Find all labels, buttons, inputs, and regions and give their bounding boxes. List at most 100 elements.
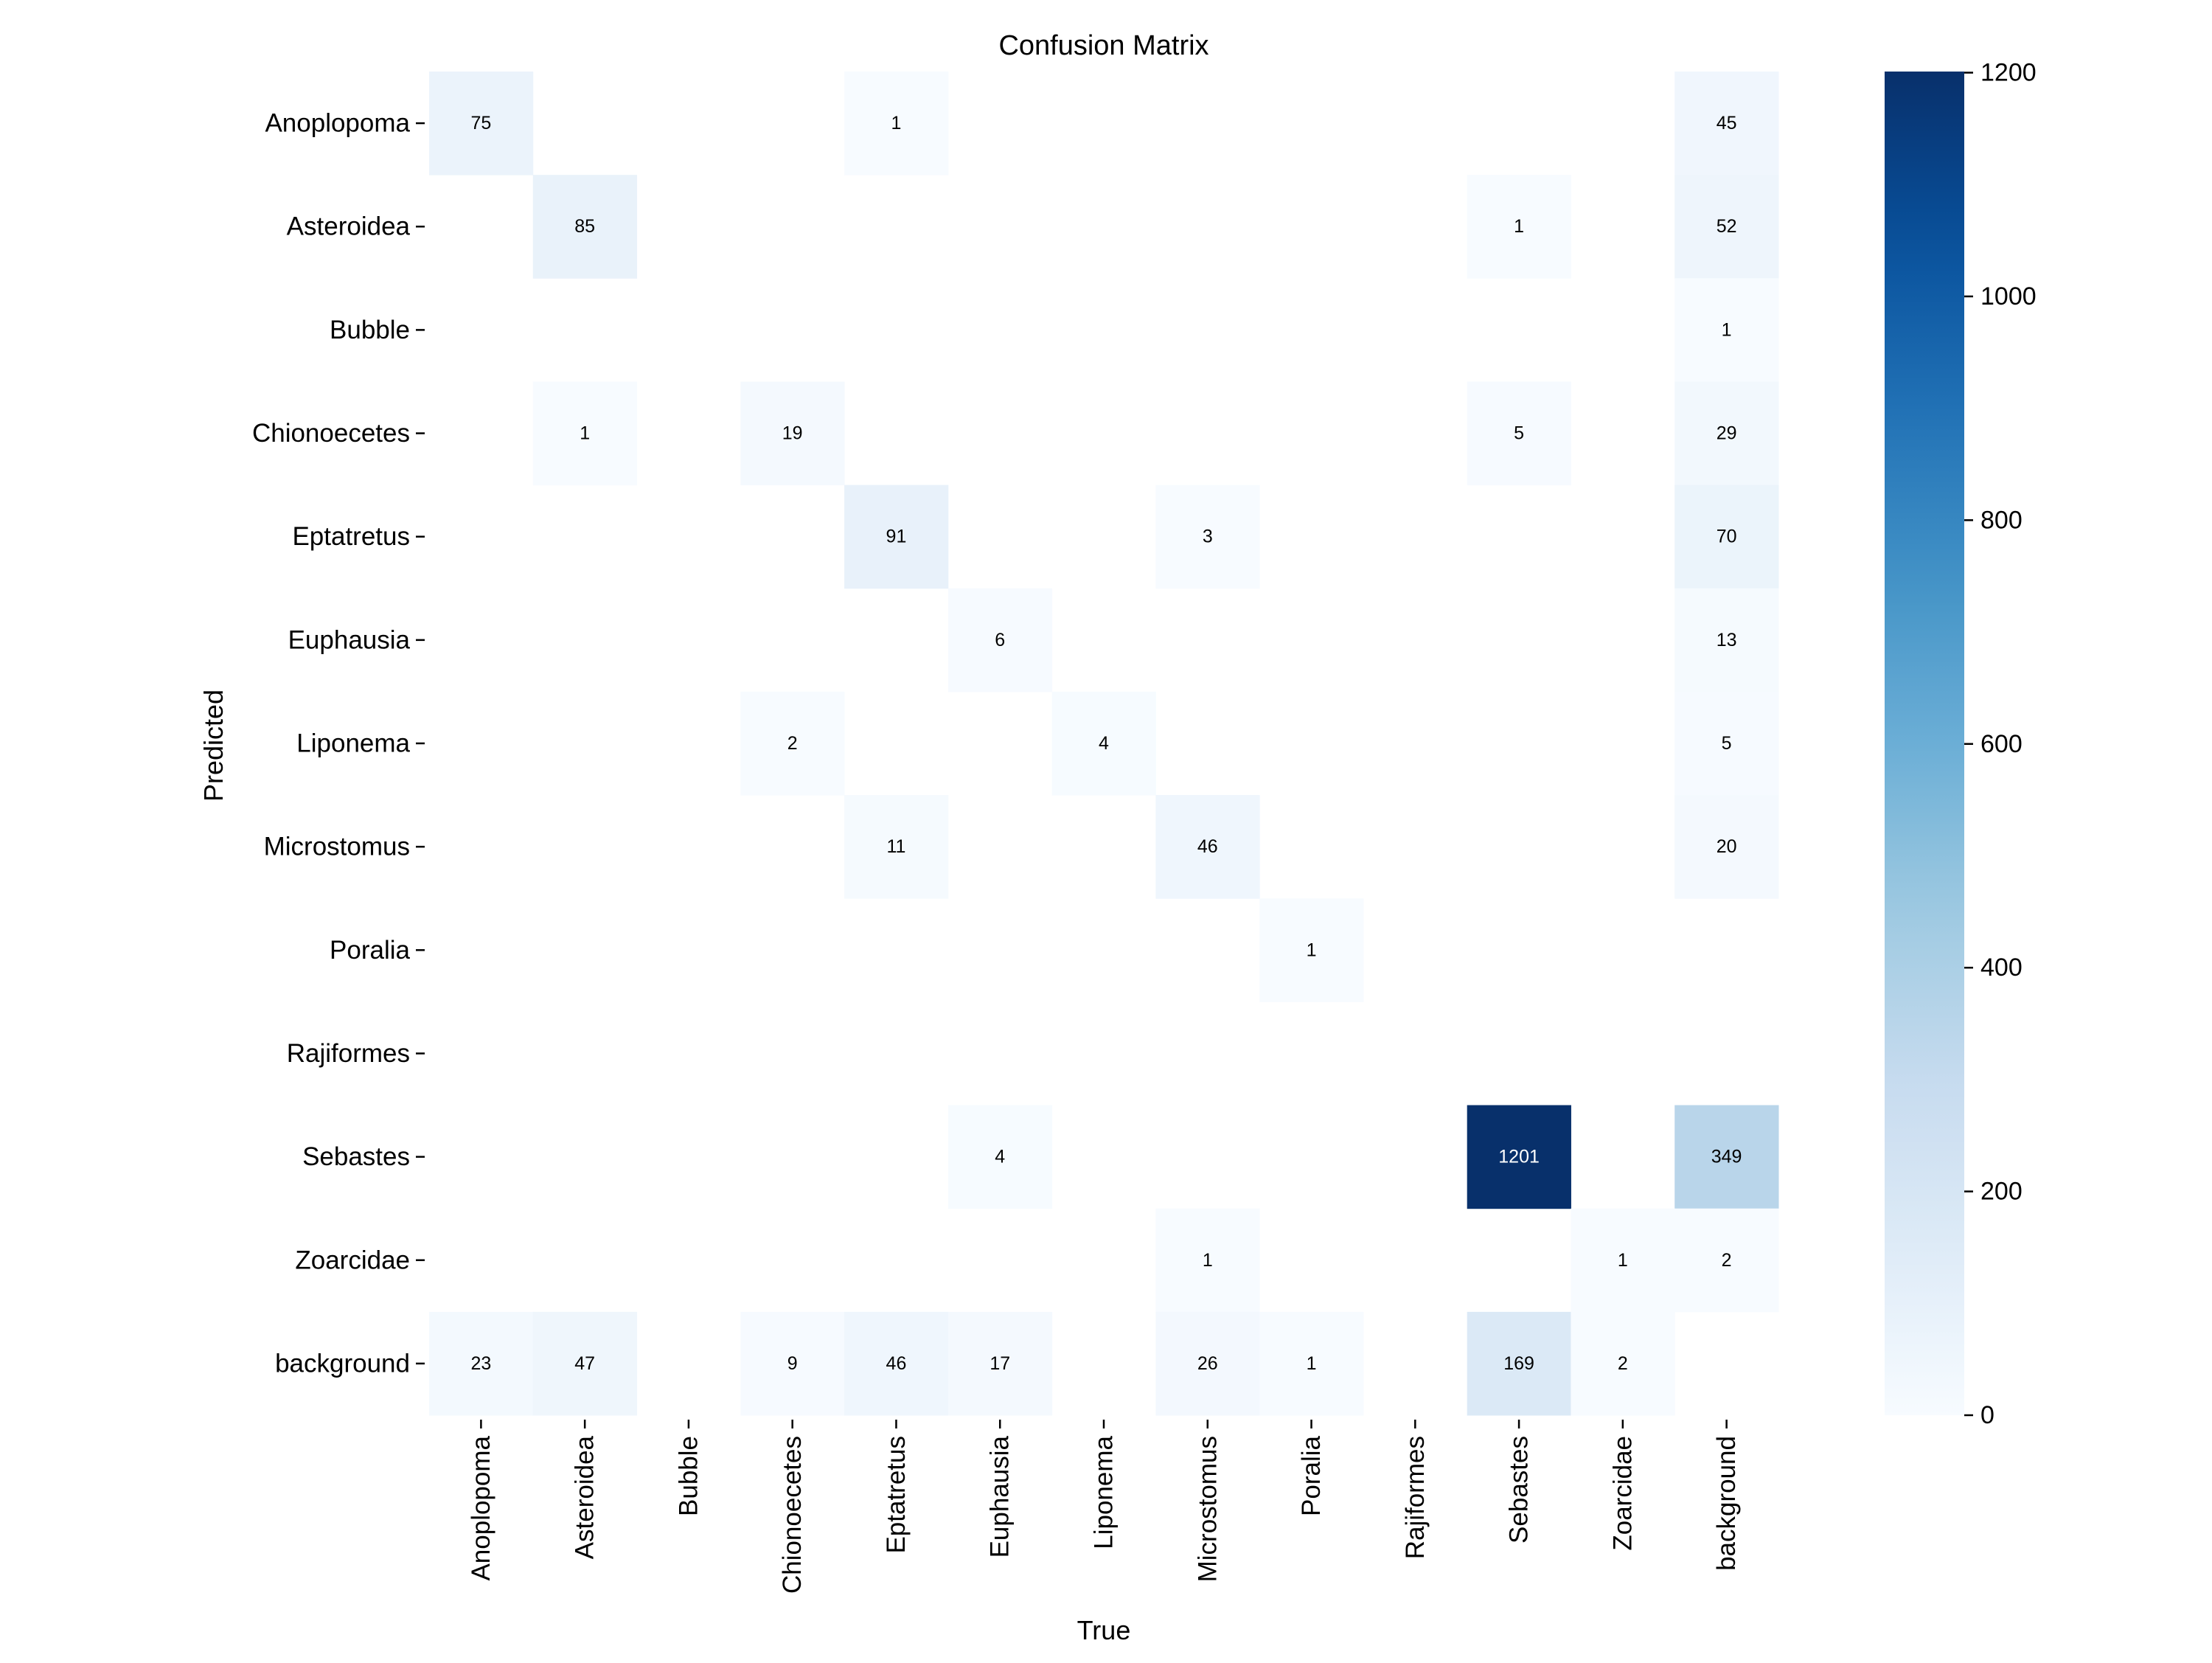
cell-value-label: 2 bbox=[787, 733, 798, 754]
cell-value-label: 1 bbox=[1514, 216, 1524, 237]
heatmap-cell bbox=[947, 1311, 1053, 1416]
x-tick-label: Poralia bbox=[1297, 1435, 1326, 1516]
y-tick-label: Bubble bbox=[330, 316, 410, 344]
colorbar-tick-label: 800 bbox=[1980, 506, 2023, 534]
x-tick-label: Asteroidea bbox=[571, 1435, 599, 1559]
x-tick-label: Eptatretus bbox=[882, 1436, 911, 1554]
cell-value-label: 2 bbox=[1722, 1250, 1732, 1271]
heatmap-cell bbox=[1155, 1311, 1260, 1416]
heatmap-cell bbox=[1467, 1311, 1571, 1416]
colorbar-tick-label: 400 bbox=[1980, 954, 2023, 982]
heatmap-cell bbox=[844, 72, 949, 176]
heatmap-cell bbox=[1155, 795, 1260, 899]
heatmap-cell bbox=[1674, 795, 1779, 899]
x-tick-label: Zoarcidae bbox=[1608, 1436, 1637, 1551]
cell-value-label: 17 bbox=[990, 1353, 1010, 1374]
heatmap-cell bbox=[947, 588, 1053, 692]
heatmap-cell bbox=[532, 175, 638, 279]
cell-value-label: 52 bbox=[1717, 216, 1737, 237]
heatmap-cell bbox=[1674, 381, 1779, 486]
heatmap-cell bbox=[1674, 1105, 1779, 1209]
y-tick-label: Eptatretus bbox=[292, 522, 410, 551]
x-tick-label: background bbox=[1712, 1436, 1741, 1571]
y-tick-label: Microstomus bbox=[264, 833, 410, 861]
heatmap-cell bbox=[1051, 691, 1156, 796]
heatmap-cell bbox=[844, 1311, 949, 1416]
cell-value-label: 85 bbox=[574, 216, 595, 237]
heatmap-cell bbox=[844, 485, 949, 589]
heatmap-cell bbox=[1259, 1311, 1364, 1416]
cell-value-label: 13 bbox=[1717, 630, 1737, 650]
x-axis-ticks: Anoplopoma Asteroidea Bubble Chionoecetes Ep… bbox=[467, 1420, 1741, 1594]
cell-value-label: 1 bbox=[580, 423, 590, 444]
heatmap-cell bbox=[1155, 485, 1260, 589]
cell-value-label: 1 bbox=[1722, 319, 1732, 340]
heatmap-cell bbox=[1674, 691, 1779, 796]
cell-value-label: 47 bbox=[574, 1353, 595, 1374]
colorbar: 0 200 400 600 800 1000 1200 bbox=[1885, 59, 2037, 1429]
cell-value-label: 5 bbox=[1722, 733, 1732, 754]
heatmap-cell bbox=[1155, 1208, 1260, 1313]
y-tick-label: Poralia bbox=[330, 936, 410, 965]
heatmap-cells bbox=[429, 72, 1779, 1416]
heatmap-cell bbox=[1674, 588, 1779, 692]
y-tick-label: Zoarcidae bbox=[295, 1246, 410, 1274]
heatmap-cell bbox=[1571, 1208, 1675, 1313]
y-tick-label: Rajiformes bbox=[287, 1039, 410, 1068]
heatmap-cell bbox=[1467, 175, 1571, 279]
cell-value-label: 349 bbox=[1711, 1147, 1742, 1167]
cell-value-label: 70 bbox=[1717, 527, 1737, 547]
cell-value-label: 1 bbox=[1307, 1353, 1317, 1374]
heatmap-cell bbox=[1259, 898, 1364, 1002]
heatmap-cell bbox=[1467, 1105, 1571, 1209]
heatmap-cell bbox=[947, 1105, 1053, 1209]
cell-value-label: 169 bbox=[1503, 1353, 1534, 1374]
y-tick-label: Asteroidea bbox=[287, 212, 411, 241]
cell-value-label: 1 bbox=[1203, 1250, 1213, 1271]
cell-value-label: 9 bbox=[787, 1353, 798, 1374]
heatmap-cell bbox=[740, 1311, 845, 1416]
colorbar-tick-label: 200 bbox=[1980, 1178, 2023, 1206]
cell-value-label: 6 bbox=[995, 630, 1005, 650]
colorbar-gradient bbox=[1885, 72, 1964, 1415]
heatmap-cell bbox=[1467, 381, 1571, 486]
cell-value-label: 29 bbox=[1717, 423, 1737, 444]
cell-value-label: 26 bbox=[1197, 1353, 1218, 1374]
y-tick-label: Chionoecetes bbox=[252, 419, 410, 448]
x-tick-label: Chionoecetes bbox=[778, 1436, 807, 1594]
cell-value-label: 23 bbox=[470, 1353, 491, 1374]
cell-value-label: 4 bbox=[1099, 733, 1109, 754]
heatmap-cell bbox=[740, 691, 845, 796]
x-tick-label: Bubble bbox=[674, 1436, 703, 1516]
colorbar-ticks: 0 200 400 600 800 1000 1200 bbox=[1964, 59, 2037, 1429]
colorbar-tick-label: 1000 bbox=[1980, 282, 2037, 310]
y-tick-label: Sebastes bbox=[302, 1142, 410, 1171]
cell-value-label: 91 bbox=[886, 527, 907, 547]
cell-value-label: 11 bbox=[886, 836, 905, 857]
cell-value-label: 3 bbox=[1203, 527, 1213, 547]
y-tick-label: background bbox=[275, 1349, 410, 1378]
cell-value-label: 46 bbox=[1197, 836, 1218, 857]
chart-title: Confusion Matrix bbox=[998, 30, 1208, 61]
y-tick-label: Liponema bbox=[296, 729, 410, 758]
cell-value-label: 20 bbox=[1717, 836, 1737, 857]
heatmap-cell bbox=[429, 72, 534, 176]
heatmap-cell bbox=[532, 1311, 638, 1416]
x-tick-label: Sebastes bbox=[1505, 1436, 1534, 1544]
y-axis-label: Predicted bbox=[198, 690, 229, 802]
cell-value-label: 19 bbox=[782, 423, 803, 444]
y-tick-label: Euphausia bbox=[288, 625, 411, 654]
heatmap-cell bbox=[1674, 175, 1779, 279]
cell-value-label: 1201 bbox=[1498, 1147, 1540, 1167]
x-tick-label: Anoplopoma bbox=[467, 1435, 495, 1580]
x-axis-label: True bbox=[1077, 1615, 1131, 1645]
cell-value-label: 2 bbox=[1618, 1353, 1628, 1374]
colorbar-tick-label: 600 bbox=[1980, 730, 2023, 758]
cell-value-label: 45 bbox=[1717, 113, 1737, 133]
x-tick-label: Microstomus bbox=[1193, 1436, 1222, 1582]
heatmap-cell bbox=[429, 1311, 534, 1416]
heatmap-cell bbox=[844, 795, 949, 899]
colorbar-tick-label: 0 bbox=[1980, 1401, 1994, 1429]
